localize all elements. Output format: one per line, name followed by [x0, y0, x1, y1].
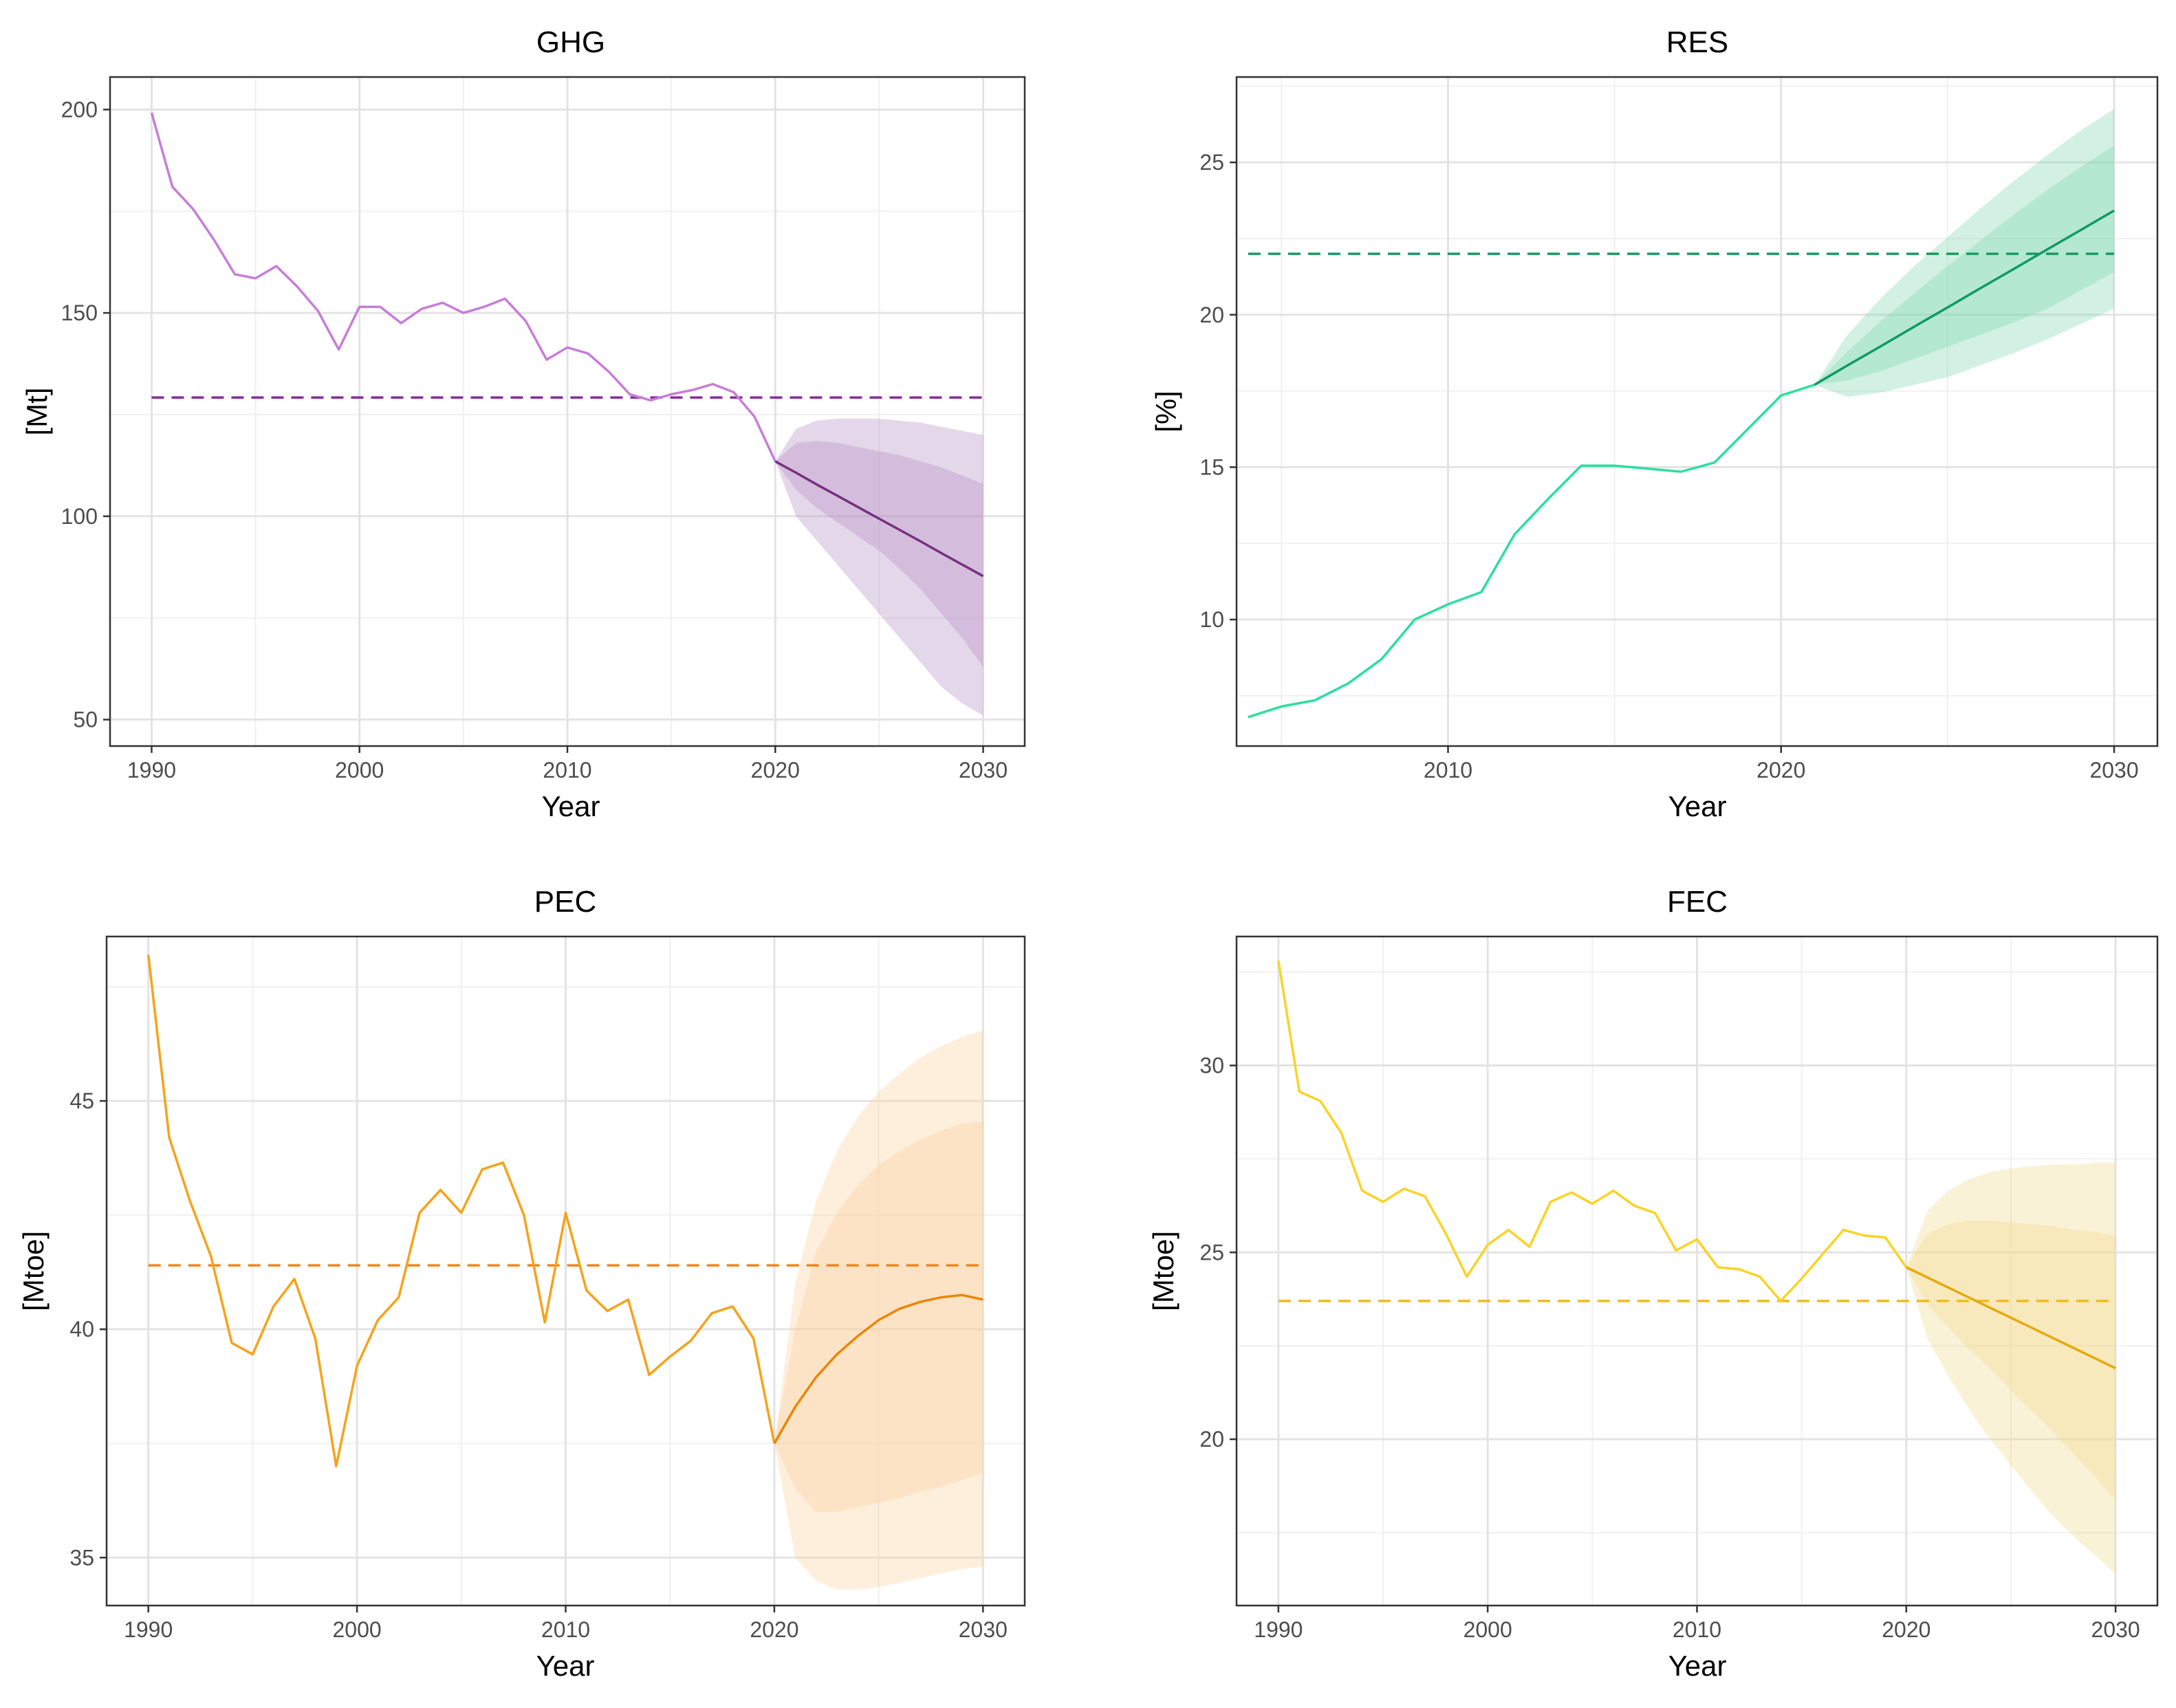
fec-x-tick-label: 2020: [1882, 1617, 1930, 1642]
pec-x-tick-label: 2020: [750, 1617, 798, 1642]
res-y-tick-label: 20: [1199, 303, 1224, 327]
fec-y-tick-label: 25: [1199, 1240, 1224, 1264]
pec-x-tick-label: 2030: [959, 1617, 1008, 1642]
res-y-tick-label: 15: [1199, 455, 1224, 479]
ghg-panel: 1990 2000 2010 2020 2030 50 100 150 200 GHG Year [M…: [21, 25, 1026, 822]
fec-band-80: [1906, 1220, 2116, 1500]
res-band-95: [1814, 109, 2114, 397]
ghg-x-tick-label: 2010: [543, 758, 591, 782]
res-x-axis-label: Year: [1668, 790, 1727, 822]
res-panel-border: [1235, 76, 2159, 747]
res-forecast-line: [1814, 209, 2115, 386]
fec-x-axis-label: Year: [1668, 1650, 1727, 1682]
pec-forecast-line: [773, 1293, 983, 1445]
pec-x-tick-label: 2000: [332, 1617, 381, 1642]
pec-chart-title: PEC: [534, 885, 596, 919]
fec-x-tick-label: 2000: [1464, 1617, 1512, 1642]
pec-x-tick-label: 1990: [124, 1617, 173, 1642]
fec-y-tick-label: 30: [1199, 1053, 1224, 1078]
ghg-y-tick-label: 50: [73, 708, 98, 732]
ghg-band-80: [775, 441, 983, 667]
res-y-axis-label: [%]: [1150, 391, 1182, 433]
ghg-x-tick-label: 2000: [335, 758, 384, 782]
res-x-tick-label: 2020: [1756, 758, 1805, 782]
fec-x-tick-label: 1990: [1254, 1617, 1303, 1642]
ghg-x-tick-label: 2030: [959, 758, 1008, 782]
res-panel: 2010 2020 2030 10 15 20 25 RES Year [%]: [1150, 25, 2159, 822]
pec-y-axis-label: [Mtoe]: [17, 1231, 50, 1311]
ghg-x-tick-label: 2020: [751, 758, 800, 782]
ghg-forecast-line: [774, 460, 984, 578]
pec-y-tick-label: 35: [69, 1545, 94, 1570]
fec-y-tick-label: 20: [1199, 1427, 1224, 1452]
res-x-tick-label: 2030: [2089, 758, 2138, 782]
pec-y-tick-label: 40: [69, 1317, 94, 1342]
res-y-tick-label: 25: [1199, 150, 1224, 175]
pec-x-tick-label: 2010: [541, 1617, 590, 1642]
res-chart-title: RES: [1666, 25, 1728, 59]
ghg-y-tick-label: 150: [61, 300, 98, 325]
ghg-y-tick-label: 100: [61, 504, 98, 529]
pec-panel: 1990 2000 2010 2020 2030 35 40 45 PEC Year [Mtoe]: [17, 885, 1026, 1682]
fec-band-95: [1906, 1162, 2116, 1574]
ghg-historical-line: [150, 112, 776, 462]
pec-x-axis-label: Year: [536, 1650, 595, 1682]
res-plot-background: [1237, 77, 2157, 746]
ghg-chart-title: GHG: [536, 25, 605, 59]
res-historical-line: [1248, 384, 1815, 719]
ghg-band-95: [775, 418, 983, 716]
res-band-80: [1814, 145, 2114, 385]
fec-x-tick-label: 2010: [1673, 1617, 1721, 1642]
fec-forecast-line: [1906, 1266, 2116, 1370]
ghg-x-tick-label: 1990: [127, 758, 176, 782]
fec-chart-title: FEC: [1667, 885, 1728, 919]
ghg-y-axis-label: [Mt]: [21, 388, 53, 436]
fec-y-axis-label: [Mtoe]: [1147, 1231, 1179, 1311]
pec-y-tick-label: 45: [69, 1088, 94, 1113]
res-x-tick-label: 2010: [1424, 758, 1472, 782]
fec-x-tick-label: 2030: [2091, 1617, 2140, 1642]
fec-historical-line: [1277, 961, 1908, 1302]
fec-panel: 1990 2000 2010 2020 2030 20 25 30 FEC Year [Mtoe]: [1147, 885, 2159, 1682]
pec-band-95: [774, 1030, 983, 1590]
ghg-y-tick-label: 200: [61, 97, 98, 122]
ghg-x-axis-label: Year: [542, 790, 600, 822]
pec-historical-line: [146, 954, 776, 1468]
pec-band-80: [774, 1121, 983, 1512]
res-y-tick-label: 10: [1199, 607, 1224, 632]
